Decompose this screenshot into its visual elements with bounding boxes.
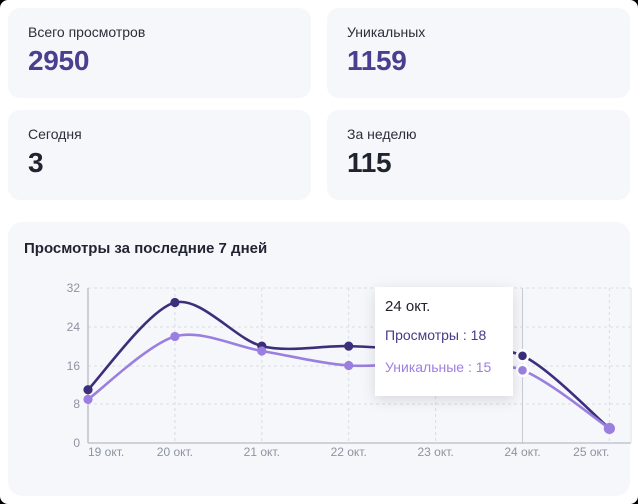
svg-text:23 окт.: 23 окт. [417, 445, 453, 459]
svg-text:32: 32 [67, 281, 81, 295]
svg-text:25 окт.: 25 окт. [573, 445, 609, 459]
svg-text:22 окт.: 22 окт. [331, 445, 367, 459]
svg-text:19 окт.: 19 окт. [88, 445, 124, 459]
svg-text:16: 16 [67, 359, 81, 373]
svg-text:24: 24 [67, 320, 81, 334]
svg-text:21 окт.: 21 окт. [244, 445, 280, 459]
svg-text:8: 8 [73, 397, 80, 411]
svg-text:0: 0 [73, 436, 80, 450]
svg-text:20 окт.: 20 окт. [157, 445, 193, 459]
svg-text:24 окт.: 24 окт. [504, 445, 540, 459]
